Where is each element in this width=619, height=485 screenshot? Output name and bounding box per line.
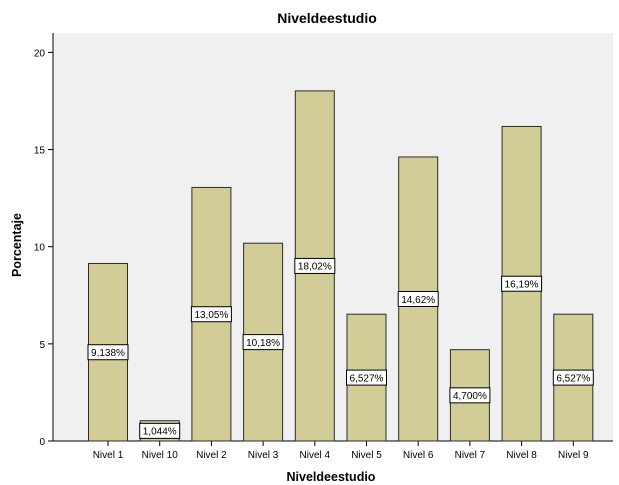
y-tick-label: 10 [34,243,46,254]
data-label-text: 4,700% [453,391,487,402]
data-label-box [346,369,387,386]
x-axis-label: Niveldeestudio [287,470,376,484]
data-label-box [294,257,336,274]
data-label: 9,138% [87,344,129,361]
data-label-text: 16,19% [505,280,539,291]
y-tick-label: 20 [34,48,46,59]
data-label-box [139,422,181,439]
data-label-box [449,387,491,404]
data-label: 14,62% [397,290,439,307]
data-label-text: 6,527% [556,373,590,384]
x-tick-label: Nivel 6 [403,450,434,461]
chart-title: Niveldeestudio [277,10,377,26]
y-tick-label: 15 [34,146,46,157]
data-labels-group: 9,138% 1,044% 13,05% 10,18% 18,02% 6,527% 14,6… [87,257,594,439]
data-label: 16,19% [501,275,543,292]
data-label-box [552,369,594,386]
x-tick-label: Nivel 1 [93,450,124,461]
data-label-box [397,290,439,307]
x-tick-label: Nivel 7 [455,450,486,461]
data-label-box [87,344,129,361]
data-label-text: 6,527% [350,373,384,384]
x-axis: Nivel 1 Nivel 10 Nivel 2 Nivel 3 Nivel 4 Nive… [53,440,613,461]
data-label-text: 9,138% [91,348,125,359]
x-tick-label: Nivel 4 [300,450,331,461]
data-label: 18,02% [294,257,336,274]
data-label-box [501,275,543,292]
data-label: 1,044% [139,422,181,439]
data-label-text: 13,05% [194,310,228,321]
data-label-text: 14,62% [401,295,435,306]
x-tick-label: Nivel 2 [196,450,227,461]
data-label: 6,527% [346,369,387,386]
data-label: 13,05% [190,306,232,323]
y-axis: 0 5 10 15 20 [34,33,54,448]
data-label-box [242,334,284,351]
data-label: 10,18% [242,334,284,351]
x-tick-label: Nivel 5 [351,450,382,461]
data-label-text: 18,02% [298,262,332,273]
y-axis-label: Porcentaje [10,213,24,277]
y-tick-label: 0 [39,437,45,448]
data-label-text: 1,044% [143,427,177,438]
x-tick-label: Nivel 8 [506,450,537,461]
data-label: 4,700% [449,387,491,404]
data-label-text: 10,18% [246,338,280,349]
x-tick-label: Nivel 9 [558,450,589,461]
x-tick-label: Nivel 10 [142,450,179,461]
y-tick-label: 5 [39,340,45,351]
data-label: 6,527% [552,369,594,386]
x-tick-label: Nivel 3 [248,450,279,461]
data-label-box [190,306,232,323]
